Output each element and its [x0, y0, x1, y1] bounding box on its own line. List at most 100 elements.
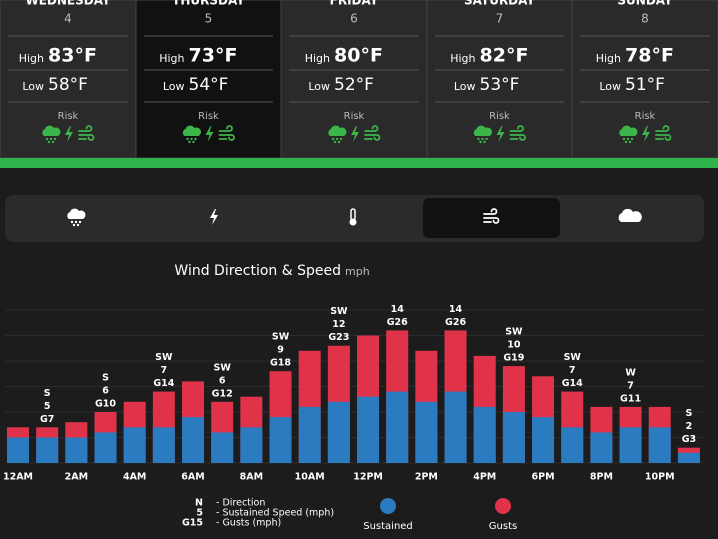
- gust-label: G14: [153, 378, 174, 389]
- sustained-bar: [182, 417, 205, 463]
- sustained-bar: [7, 437, 29, 463]
- sustained-bar: [357, 396, 380, 463]
- sustained-label: 7: [569, 365, 576, 376]
- gust-label: G19: [503, 353, 524, 364]
- high-temp: 78°F: [625, 45, 674, 67]
- low-temp: 51°F: [625, 75, 665, 95]
- day-name: THURSDAY: [172, 0, 245, 8]
- sustained-bar: [590, 432, 613, 463]
- sustained-bar: [240, 427, 263, 463]
- high-temp: 73°F: [189, 45, 238, 67]
- direction-label: SW: [505, 327, 523, 338]
- low-temp: 58°F: [48, 75, 88, 95]
- sustained-label: 5: [44, 401, 51, 412]
- sustained-label: 14: [391, 304, 405, 315]
- day-name: FRIDAY: [330, 0, 379, 8]
- legend-swatch: [380, 498, 396, 514]
- gust-label: G26: [387, 317, 408, 328]
- high-temp: 82°F: [480, 45, 529, 67]
- x-tick-label: 8AM: [240, 472, 263, 483]
- sustained-bar: [561, 427, 584, 463]
- high-label: High: [305, 52, 330, 65]
- sustained-bar: [386, 391, 409, 463]
- direction-label: SW: [564, 352, 582, 363]
- key-symbol: G15: [182, 518, 203, 529]
- x-tick-label: 10PM: [645, 472, 675, 483]
- risk-label: Risk: [344, 111, 365, 122]
- chart-unit: mph: [345, 265, 370, 278]
- low-label: Low: [22, 80, 44, 93]
- key-text: - Gusts (mph): [216, 518, 281, 529]
- direction-label: S: [44, 388, 51, 399]
- x-tick-label: 2PM: [415, 472, 438, 483]
- low-temp: 54°F: [189, 75, 229, 95]
- x-tick-label: 10AM: [295, 472, 325, 483]
- low-label: Low: [454, 80, 476, 93]
- direction-label: SW: [330, 306, 348, 317]
- sustained-bar: [36, 437, 59, 463]
- sustained-bar: [211, 432, 234, 463]
- x-tick-label: 12AM: [3, 472, 33, 483]
- risk-label: Risk: [58, 111, 79, 122]
- sustained-bar: [65, 437, 88, 463]
- high-label: High: [596, 52, 621, 65]
- low-temp: 53°F: [480, 75, 520, 95]
- low-label: Low: [308, 80, 330, 93]
- sustained-bar: [444, 391, 467, 463]
- direction-label: SW: [272, 332, 290, 343]
- sustained-label: 6: [102, 386, 109, 397]
- direction-label: SW: [155, 352, 173, 363]
- risk-label: Risk: [635, 111, 656, 122]
- sustained-bar: [648, 427, 671, 463]
- sustained-label: 2: [686, 421, 693, 432]
- day-date: 7: [496, 12, 504, 26]
- high-label: High: [19, 52, 44, 65]
- key-symbol: N: [195, 498, 203, 509]
- x-tick-label: 6PM: [532, 472, 555, 483]
- sustained-label: 14: [449, 304, 463, 315]
- direction-label: S: [685, 408, 692, 419]
- day-name: SUNDAY: [617, 0, 673, 8]
- gust-label: G18: [270, 358, 291, 369]
- direction-label: S: [102, 373, 109, 384]
- sustained-bar: [298, 406, 321, 463]
- day-date: 8: [641, 12, 649, 26]
- sustained-bar: [532, 417, 555, 463]
- key-text: - Direction: [216, 498, 265, 509]
- x-tick-label: 2AM: [65, 472, 88, 483]
- direction-label: SW: [214, 362, 232, 373]
- risk-label: Risk: [198, 111, 219, 122]
- x-tick-label: 12PM: [353, 472, 383, 483]
- low-temp: 52°F: [334, 75, 374, 95]
- gust-label: G26: [445, 317, 466, 328]
- legend-swatch: [495, 498, 511, 514]
- chart: 12AMS5G72AMS6G104AMSW7G146AMSW6G128AMSW9…: [3, 304, 704, 532]
- sustained-bar: [677, 452, 700, 463]
- x-tick-label: 8PM: [590, 472, 613, 483]
- gust-label: G7: [40, 414, 54, 425]
- sustained-label: 9: [277, 345, 284, 356]
- high-temp: 80°F: [334, 45, 383, 67]
- day-date: 5: [205, 12, 213, 26]
- low-label: Low: [599, 80, 621, 93]
- sustained-bar: [269, 417, 292, 463]
- sustained-bar: [502, 412, 525, 463]
- risk-bar: [0, 158, 718, 168]
- x-tick-label: 4PM: [473, 472, 496, 483]
- sustained-label: 6: [219, 375, 226, 386]
- gust-label: G3: [682, 434, 696, 445]
- high-label: High: [450, 52, 475, 65]
- legend-label: Sustained: [363, 521, 413, 532]
- chart-title: Wind Direction & Speed: [174, 263, 341, 279]
- day-cards: WEDNESDAY 4 High 83°F Low 58°F Risk THURSDAY 5 Hi…: [0, 0, 718, 159]
- risk-label: Risk: [489, 111, 510, 122]
- sustained-bar: [619, 427, 642, 463]
- day-date: 4: [64, 12, 72, 26]
- sustained-bar: [152, 427, 175, 463]
- day-date: 6: [350, 12, 358, 26]
- key-symbol: 5: [196, 508, 203, 519]
- gust-label: G10: [95, 399, 116, 410]
- sustained-bar: [415, 401, 438, 463]
- gust-label: G11: [620, 393, 641, 404]
